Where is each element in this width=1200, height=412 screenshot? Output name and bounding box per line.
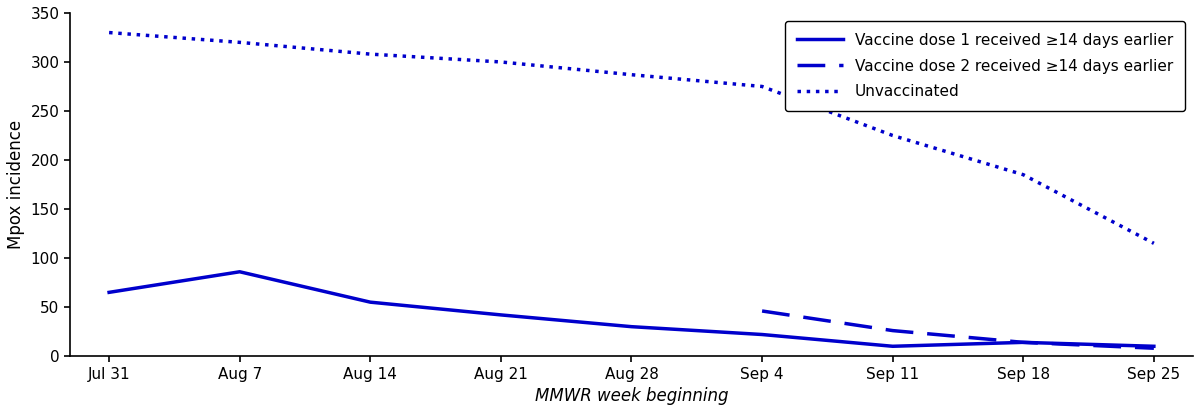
Vaccine dose 1 received ≥14 days earlier [755,332,769,337]
Line: Vaccine dose 2 received ≥14 days earlier: Vaccine dose 2 received ≥14 days earlier [762,311,1154,348]
Vaccine dose 1 received ≥14 days earlier [493,312,508,317]
Vaccine dose 1 received ≥14 days earlier [233,269,247,274]
Vaccine dose 1 received ≥14 days earlier [886,344,900,349]
Unvaccinated [886,133,900,138]
Line: Unvaccinated: Unvaccinated [109,33,1154,243]
Vaccine dose 2 received ≥14 days earlier [1147,346,1162,351]
Unvaccinated [1016,172,1031,177]
Unvaccinated [624,72,638,77]
Vaccine dose 1 received ≥14 days earlier [1016,340,1031,345]
Y-axis label: Mpox incidence: Mpox incidence [7,120,25,249]
Line: Vaccine dose 1 received ≥14 days earlier: Vaccine dose 1 received ≥14 days earlier [109,272,1154,346]
Unvaccinated [102,30,116,35]
Vaccine dose 1 received ≥14 days earlier [102,290,116,295]
Vaccine dose 1 received ≥14 days earlier [624,324,638,329]
Vaccine dose 2 received ≥14 days earlier [886,328,900,333]
Unvaccinated [755,84,769,89]
Vaccine dose 1 received ≥14 days earlier [364,300,378,304]
Vaccine dose 2 received ≥14 days earlier [1016,340,1031,345]
Vaccine dose 1 received ≥14 days earlier [1147,344,1162,349]
Unvaccinated [364,52,378,56]
X-axis label: MMWR week beginning: MMWR week beginning [535,387,728,405]
Unvaccinated [493,59,508,64]
Unvaccinated [233,40,247,45]
Vaccine dose 2 received ≥14 days earlier [755,309,769,314]
Legend: Vaccine dose 1 received ≥14 days earlier, Vaccine dose 2 received ≥14 days earli: Vaccine dose 1 received ≥14 days earlier… [785,21,1186,111]
Unvaccinated [1147,241,1162,246]
